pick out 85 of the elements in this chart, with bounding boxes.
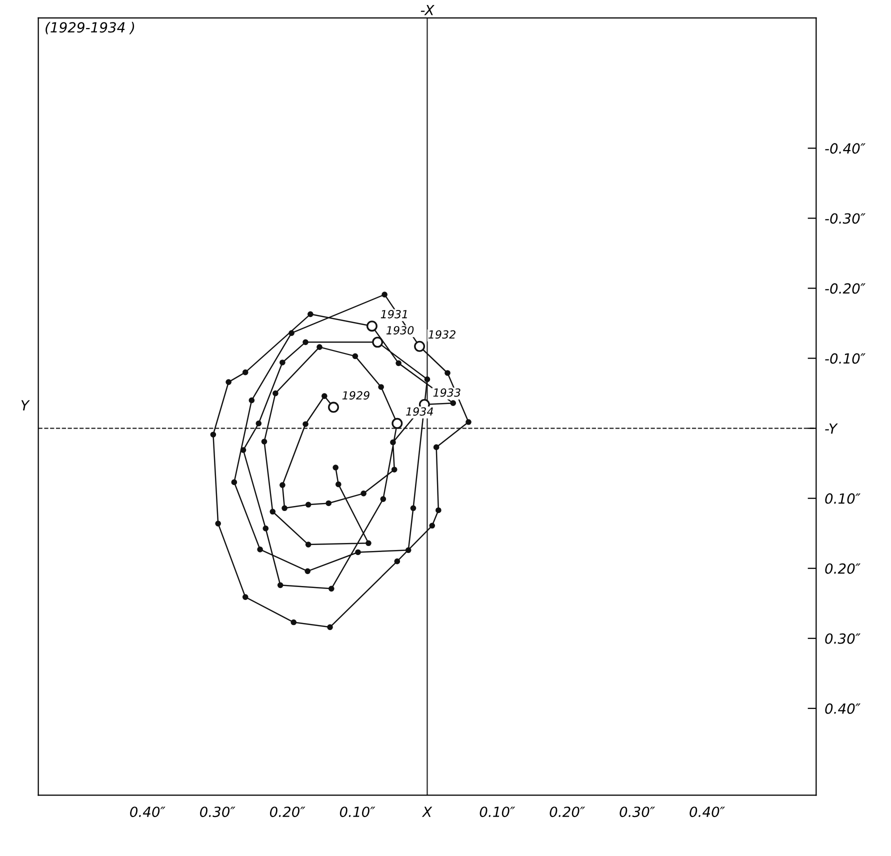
point [433, 444, 440, 450]
point [280, 360, 286, 366]
y-tick-label: -Y [825, 423, 838, 434]
point [326, 500, 332, 506]
point [256, 420, 262, 426]
annotation: 1932 [428, 330, 456, 339]
point [328, 402, 339, 413]
x-tick-label: 0.40″ [130, 806, 166, 818]
point [248, 397, 255, 404]
text: -X [420, 4, 434, 16]
chart-title: (1929-1934 ) [46, 22, 134, 34]
point [429, 522, 436, 529]
point [396, 360, 402, 366]
y-tick-label: -0.20″ [825, 283, 866, 294]
annotation: 1933 [433, 388, 460, 397]
point [240, 447, 246, 453]
x-tick-label: X [422, 806, 432, 817]
x-tick-label: 0.20″ [270, 806, 306, 818]
point [327, 624, 333, 630]
annotation: 1929 [342, 391, 370, 400]
point [290, 619, 297, 626]
point [405, 547, 412, 554]
point [261, 438, 268, 445]
point [242, 594, 248, 600]
y-tick-label: -0.10″ [825, 353, 866, 364]
point [352, 353, 358, 360]
point [394, 558, 400, 564]
y-tick-label: 0.10″ [825, 493, 861, 504]
point [335, 481, 342, 488]
point [328, 586, 334, 592]
point [270, 508, 276, 515]
point [280, 482, 286, 488]
point [424, 376, 430, 382]
point [305, 542, 312, 548]
point [282, 505, 288, 512]
point [226, 379, 232, 386]
point [302, 421, 308, 428]
point [308, 311, 314, 318]
point [316, 344, 322, 350]
point [444, 370, 450, 376]
point [466, 419, 472, 425]
x-tick-label: 0.10″ [480, 806, 516, 818]
annotation: 1934 [406, 407, 433, 416]
point [372, 336, 384, 348]
point [304, 568, 311, 574]
point [355, 549, 361, 556]
point [262, 526, 269, 532]
point [392, 418, 403, 429]
point [414, 340, 426, 352]
point [215, 520, 221, 526]
point [272, 390, 278, 396]
text: Y [21, 400, 30, 410]
x-tick-label: 0.30″ [200, 806, 236, 818]
annotation: 1930 [386, 326, 414, 334]
point [360, 490, 366, 496]
point [366, 540, 372, 546]
point [277, 582, 284, 588]
point [450, 400, 456, 406]
point [302, 339, 308, 346]
point [332, 464, 339, 470]
y-tick-label: -0.40″ [825, 143, 866, 154]
point [257, 546, 263, 552]
point [288, 330, 294, 336]
point [231, 479, 238, 486]
point [391, 466, 398, 473]
point [380, 496, 386, 502]
y-tick-label: -0.30″ [825, 213, 866, 224]
point [390, 439, 396, 446]
point [378, 384, 384, 390]
x-tick-label: 0.30″ [620, 806, 656, 818]
x-tick-label: 0.40″ [690, 806, 725, 818]
annotation: 1931 [380, 310, 407, 318]
y-tick-label: 0.20″ [825, 563, 861, 574]
point [382, 292, 388, 298]
point [366, 320, 378, 332]
point [210, 432, 216, 438]
point [436, 507, 442, 514]
y-tick-label: 0.40″ [825, 703, 861, 714]
point [242, 369, 248, 376]
point [410, 505, 416, 512]
x-tick-label: 0.10″ [340, 806, 376, 818]
point [305, 502, 312, 508]
point [321, 393, 328, 400]
y-tick-label: 0.30″ [825, 633, 861, 644]
x-tick-label: 0.20″ [550, 806, 586, 818]
